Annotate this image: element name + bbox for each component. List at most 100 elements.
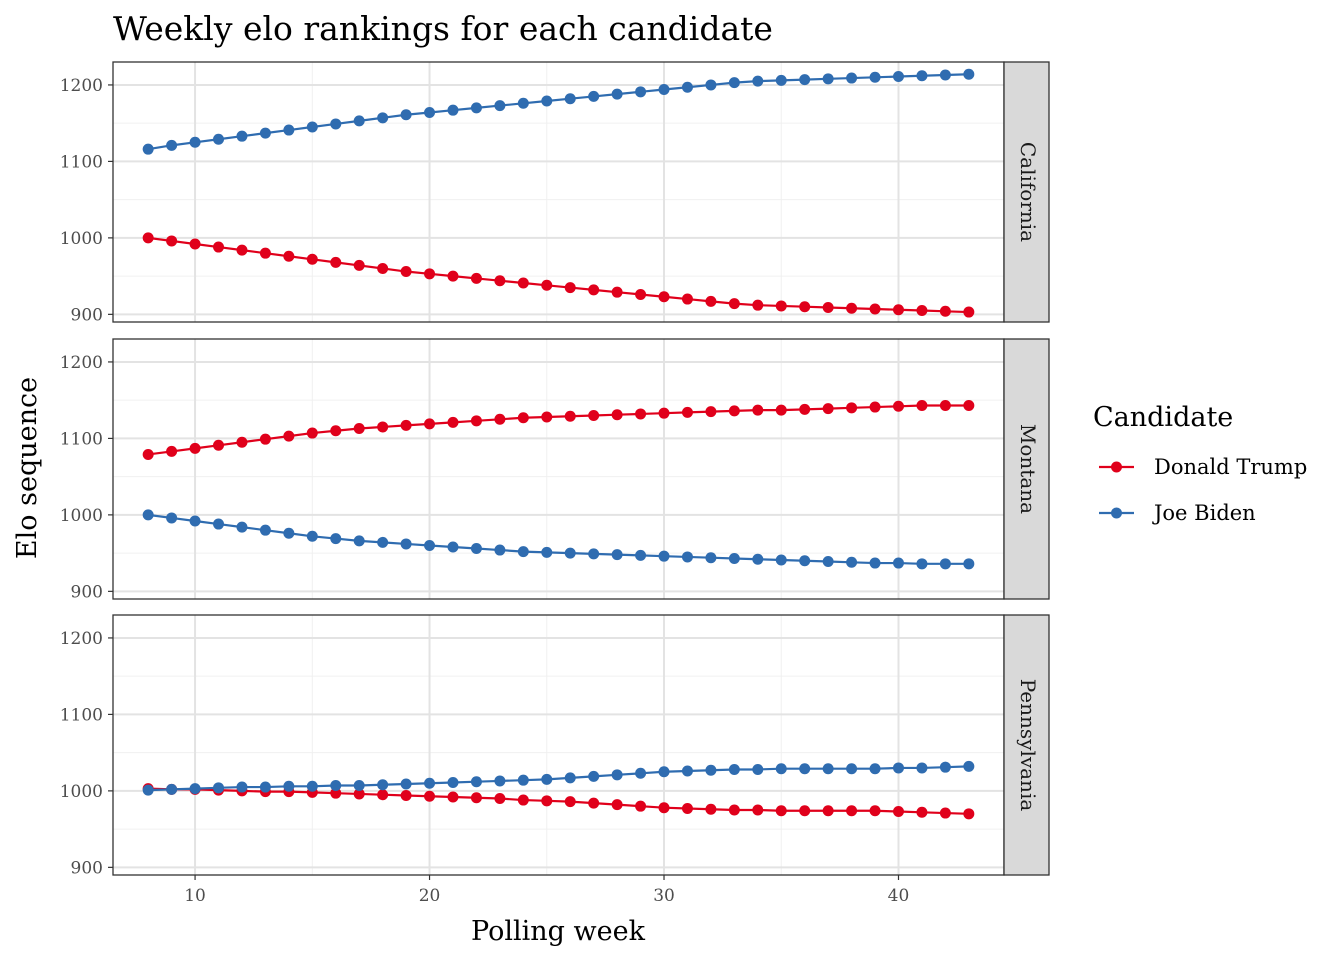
data-point-donald-trump [752,299,764,311]
x-axis-title: Polling week [471,916,646,947]
data-point-donald-trump [400,419,412,431]
data-point-donald-trump [306,427,318,439]
facet-strip [1003,338,1050,600]
data-point-joe-biden [963,760,975,772]
data-point-joe-biden [799,74,811,86]
data-point-joe-biden [916,762,928,774]
data-point-joe-biden [236,781,248,793]
data-point-joe-biden [846,763,858,775]
data-point-donald-trump [213,439,225,451]
data-point-joe-biden [892,557,904,569]
x-tick-label: 30 [653,886,675,906]
data-point-joe-biden [400,109,412,121]
data-point-donald-trump [822,301,834,313]
data-point-joe-biden [846,556,858,568]
y-tick-label: 1000 [60,782,103,802]
data-point-donald-trump [306,253,318,265]
data-point-donald-trump [728,804,740,816]
data-point-donald-trump [635,288,647,300]
data-point-donald-trump [189,442,201,454]
data-point-donald-trump [236,244,248,256]
data-point-joe-biden [189,515,201,527]
data-point-joe-biden [681,765,693,777]
data-point-donald-trump [259,247,271,259]
data-point-joe-biden [517,546,529,558]
chart-title: Weekly elo rankings for each candidate [113,9,773,48]
data-point-donald-trump [564,796,576,808]
data-point-joe-biden [892,762,904,774]
data-point-donald-trump [752,404,764,416]
data-point-joe-biden [728,552,740,564]
data-point-joe-biden [166,512,178,524]
x-tick-label: 20 [419,886,441,906]
data-point-donald-trump [517,277,529,289]
facet-strip-label: Pennsylvania [1016,679,1040,812]
data-point-donald-trump [705,406,717,418]
data-point-donald-trump [541,279,553,291]
data-point-donald-trump [822,403,834,415]
data-point-joe-biden [939,761,951,773]
data-point-joe-biden [564,547,576,559]
data-point-donald-trump [728,298,740,310]
data-point-donald-trump [752,804,764,816]
data-point-donald-trump [939,305,951,317]
data-point-donald-trump [166,235,178,247]
data-point-joe-biden [564,93,576,105]
data-point-joe-biden [728,763,740,775]
data-point-donald-trump [916,400,928,412]
data-point-joe-biden [517,774,529,786]
data-point-joe-biden [635,767,647,779]
data-point-donald-trump [939,807,951,819]
data-point-donald-trump [189,238,201,250]
data-point-donald-trump [330,425,342,437]
data-point-donald-trump [541,411,553,423]
data-point-joe-biden [635,86,647,98]
data-point-joe-biden [353,115,365,127]
data-point-joe-biden [916,558,928,570]
data-point-donald-trump [353,788,365,800]
data-point-joe-biden [705,79,717,91]
data-point-joe-biden [330,533,342,545]
data-point-joe-biden [541,95,553,107]
data-point-joe-biden [330,118,342,130]
data-point-joe-biden [681,81,693,93]
y-tick-label: 1200 [60,353,103,373]
facet-strip-label: California [1016,142,1040,242]
data-point-donald-trump [588,797,600,809]
data-point-joe-biden [213,518,225,530]
data-point-donald-trump [939,400,951,412]
data-point-joe-biden [799,555,811,567]
panel-background [113,339,1004,599]
data-point-donald-trump [658,291,670,303]
data-point-donald-trump [142,232,154,244]
legend-point [1111,507,1122,519]
x-tick-label: 10 [184,886,206,906]
y-axis-title: Elo sequence [12,377,43,559]
data-point-joe-biden [189,136,201,148]
data-point-donald-trump [588,409,600,421]
x-tick-label: 40 [888,886,910,906]
data-point-joe-biden [283,527,295,539]
data-point-joe-biden [400,538,412,550]
panel-background [113,62,1004,322]
data-point-joe-biden [588,548,600,560]
data-point-joe-biden [283,780,295,792]
y-tick-label: 1200 [60,629,103,649]
y-tick-label: 1100 [60,705,103,725]
data-point-donald-trump [494,413,506,425]
data-point-joe-biden [822,556,834,568]
data-point-joe-biden [283,124,295,136]
data-point-donald-trump [869,805,881,817]
data-point-joe-biden [658,766,670,778]
y-tick-label: 900 [71,305,103,325]
data-point-donald-trump [869,303,881,315]
data-point-joe-biden [846,72,858,84]
data-point-joe-biden [728,77,740,89]
data-point-joe-biden [470,543,482,555]
data-point-donald-trump [963,400,975,412]
data-point-joe-biden [424,777,436,789]
data-point-donald-trump [259,433,271,445]
data-point-donald-trump [447,416,459,428]
data-point-donald-trump [424,418,436,430]
